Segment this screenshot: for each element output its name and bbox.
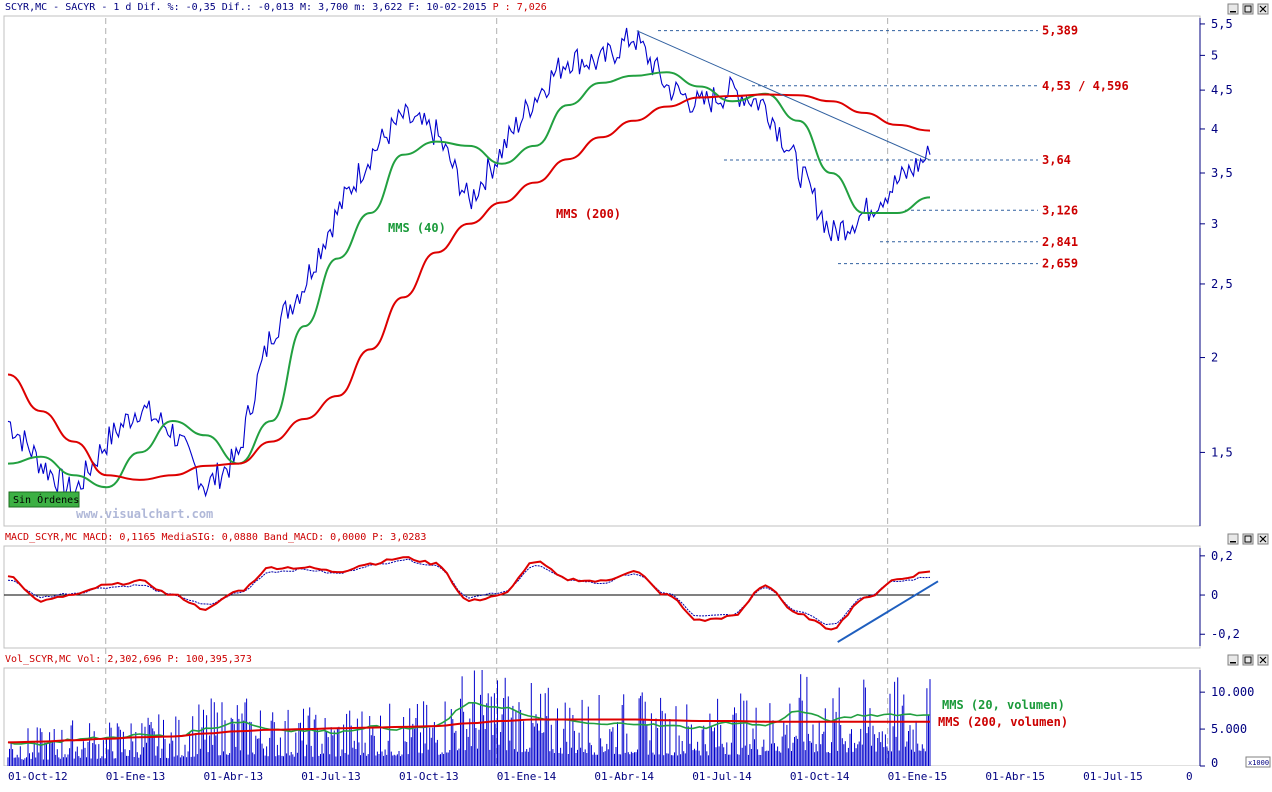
moving-averages: [7, 71, 931, 489]
minimize-button[interactable]: [1227, 533, 1239, 545]
maximize-icon: [1244, 5, 1252, 13]
x-tick-label: 01-Jul-13: [301, 770, 361, 783]
close-icon: [1259, 535, 1267, 543]
macd-y-axis: 0,2 0 -0,2: [1199, 548, 1240, 646]
x-tick-label: 01-Ene-14: [497, 770, 557, 783]
x-axis: 01-Oct-12 01-Ene-13 01-Abr-13 01-Jul-13 01-O…: [8, 770, 1193, 783]
volume-unit-box: [1245, 756, 1271, 768]
volume-bars: [7, 670, 931, 766]
x-tick-label: 01-Oct-12: [8, 770, 68, 783]
level-label: 2,659: [1042, 257, 1078, 271]
macd-tick-label: 0,2: [1211, 549, 1233, 563]
volume-tick-label: 10.000: [1211, 685, 1254, 699]
x-tick-label: 01-Ene-15: [888, 770, 948, 783]
minimize-icon: [1230, 662, 1236, 664]
price-tick-label: 3,5: [1211, 166, 1233, 180]
volume-header-p: P: 100,395,373: [168, 654, 252, 665]
x-tick-label: 01-Ene-13: [106, 770, 166, 783]
close-icon: [1259, 656, 1267, 664]
macd-header-text: MACD_SCYR,MC MACD: 0,1165 MediaSIG: 0,08…: [5, 532, 366, 543]
price-header-p: P : 7,026: [493, 2, 547, 13]
minimize-icon: [1230, 541, 1236, 543]
minimize-icon: [1230, 11, 1236, 13]
x-tick-label: 01-Abr-14: [594, 770, 654, 783]
x-tick-label: 01-Oct-13: [399, 770, 459, 783]
volume-tick-label: 0: [1211, 756, 1218, 770]
maximize-icon: [1244, 656, 1252, 664]
maximize-icon: [1244, 535, 1252, 543]
level-label: 3,126: [1042, 203, 1078, 217]
orders-badge-label: Sin Órdenes: [13, 493, 79, 506]
macd-trendline: [837, 580, 939, 643]
price-tick-label: 2: [1211, 351, 1218, 365]
price-y-axis: 5,5 5 4,5 4 3,5 3 2,5 2 1,5: [1199, 17, 1233, 526]
macd-series: [7, 556, 931, 631]
price-tick-label: 4: [1211, 122, 1218, 136]
x-tick-label: 01-Jul-15: [1083, 770, 1143, 783]
ma200-line: [7, 93, 931, 481]
year-separators: [105, 18, 889, 766]
macd-panel-controls: [1227, 533, 1269, 545]
maximize-button[interactable]: [1242, 3, 1254, 15]
close-icon: [1259, 5, 1267, 13]
level-label: 4,53 / 4,596: [1042, 79, 1129, 93]
vol-ma200-label: MMS (200, volumen): [938, 715, 1068, 729]
volume-tick-label: 5.000: [1211, 722, 1247, 736]
volume-y-axis: 10.000 5.000 0: [1199, 670, 1254, 770]
price-tick-label: 5: [1211, 48, 1218, 62]
resistance-trendline: [636, 30, 931, 161]
price-tick-label: 1,5: [1211, 445, 1233, 459]
macd-header: MACD_SCYR,MC MACD: 0,1165 MediaSIG: 0,08…: [5, 532, 426, 543]
volume-averages: [7, 701, 931, 747]
macd-header-p: P: 3,0283: [372, 532, 426, 543]
price-tick-label: 4,5: [1211, 83, 1233, 97]
price-series: [7, 27, 931, 504]
macd-tick-label: -0,2: [1211, 627, 1240, 641]
volume-header-text: Vol_SCYR,MC Vol: 2,302,696: [5, 654, 162, 665]
price-panel[interactable]: [3, 15, 1201, 527]
ma40-label: MMS (40): [388, 221, 446, 235]
volume-panel-controls: [1227, 654, 1269, 666]
x-tick-label: 0: [1186, 770, 1193, 783]
volume-ma200-line: [7, 718, 931, 744]
macd-tick-label: 0: [1211, 588, 1218, 602]
ma200-label: MMS (200): [556, 207, 621, 221]
level-label: 2,841: [1042, 235, 1078, 249]
support-resistance-levels: 5,389 4,53 / 4,596 3,64 3,126 2,841 2,659: [658, 24, 1129, 271]
volume-unit: x1000: [1248, 759, 1269, 767]
level-label: 5,389: [1042, 24, 1078, 38]
price-tick-label: 2,5: [1211, 277, 1233, 291]
macd-panel[interactable]: [3, 545, 1201, 649]
x-tick-label: 01-Oct-14: [790, 770, 850, 783]
orders-badge[interactable]: [8, 491, 80, 508]
vol-ma20-label: MMS (20, volumen): [942, 698, 1065, 712]
watermark: www.visualchart.com: [76, 507, 213, 521]
macd-line: [7, 556, 931, 631]
x-axis-strip: [0, 766, 1272, 788]
maximize-button[interactable]: [1242, 654, 1254, 666]
maximize-button[interactable]: [1242, 533, 1254, 545]
price-header-text: SCYR,MC - SACYR - 1 d Dif. %: -0,35 Dif.…: [5, 2, 487, 13]
price-tick-label: 5,5: [1211, 17, 1233, 31]
x-tick-label: 01-Abr-13: [204, 770, 264, 783]
minimize-button[interactable]: [1227, 3, 1239, 15]
macd-support-trendline: [837, 580, 939, 643]
price-trendline: [636, 30, 931, 161]
price-tick-label: 3: [1211, 217, 1218, 231]
price-line: [7, 27, 931, 504]
ma40-line: [7, 71, 931, 489]
minimize-button[interactable]: [1227, 654, 1239, 666]
level-label: 3,64: [1042, 153, 1071, 167]
volume-header: Vol_SCYR,MC Vol: 2,302,696 P: 100,395,373: [5, 654, 252, 665]
x-tick-label: 01-Abr-15: [985, 770, 1045, 783]
price-header: SCYR,MC - SACYR - 1 d Dif. %: -0,35 Dif.…: [5, 2, 547, 13]
x-tick-label: 01-Jul-14: [692, 770, 752, 783]
price-panel-controls: [1227, 3, 1269, 15]
